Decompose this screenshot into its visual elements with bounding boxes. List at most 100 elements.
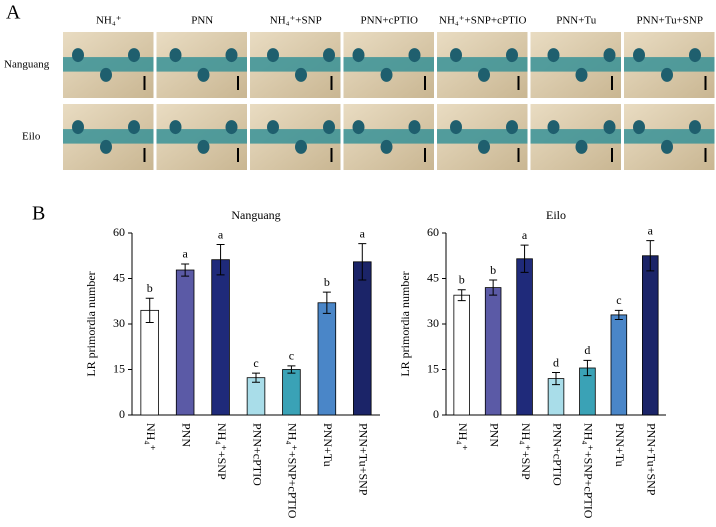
primordium <box>352 120 365 135</box>
primordium <box>100 139 112 154</box>
bar <box>484 287 502 416</box>
error-bar <box>457 289 466 302</box>
y-tick-label: 15 <box>427 361 439 375</box>
x-tick-label: PNN+Tu <box>613 423 627 467</box>
y-tick-label: 45 <box>113 270 125 284</box>
column-label: PNN+Tu+SNP <box>637 15 703 27</box>
primordium <box>72 120 84 135</box>
x-tick-label: PNN+cPTIO <box>550 423 564 486</box>
primordium <box>633 48 645 63</box>
primordium <box>408 48 421 63</box>
bar <box>175 269 195 416</box>
primordium <box>661 67 673 82</box>
primordium <box>169 48 182 63</box>
primordium <box>267 48 279 63</box>
bar <box>642 255 659 416</box>
panel-label: B <box>32 203 45 225</box>
primordium <box>575 67 588 82</box>
error-bar <box>252 372 260 383</box>
primordium <box>323 120 335 135</box>
chart-title: Eilo <box>546 208 566 222</box>
y-axis-label: LR primordia number <box>398 271 412 376</box>
primordium <box>72 48 84 63</box>
x-tick-label: NH₄⁺+SNP+cPTIO <box>582 423 596 519</box>
column-label: PNN+Tu <box>556 15 597 27</box>
error-bar <box>358 243 367 281</box>
primordium <box>603 48 616 63</box>
significance-label: a <box>218 227 224 241</box>
primordium <box>575 139 588 154</box>
primordium <box>197 139 210 154</box>
bar <box>140 309 159 416</box>
primordium <box>169 120 182 135</box>
significance-label: c <box>253 356 258 370</box>
bar <box>353 261 372 416</box>
primordium <box>478 139 490 154</box>
y-tick-label: 30 <box>113 316 125 330</box>
error-bar <box>322 291 331 314</box>
error-bar <box>646 240 655 272</box>
primordium <box>225 48 238 63</box>
bar <box>282 369 301 416</box>
significance-label: c <box>289 349 294 363</box>
bar <box>317 302 337 416</box>
primordium <box>547 48 560 63</box>
column-label: NH₄⁺+SNP+cPTIO <box>439 15 526 27</box>
x-tick-label: PNN+Tu+SNP <box>357 423 371 496</box>
primordium <box>225 120 238 135</box>
row-label: Nanguang <box>4 59 50 71</box>
primordium <box>128 120 140 135</box>
significance-label: b <box>490 263 496 277</box>
primordium <box>547 120 560 135</box>
primordium <box>408 120 421 135</box>
error-bar <box>181 263 190 277</box>
primordium <box>295 67 307 82</box>
significance-label: b <box>324 275 330 289</box>
primordium <box>450 120 462 135</box>
significance-label: d <box>584 343 590 357</box>
error-bar <box>552 372 560 386</box>
error-bar <box>520 244 529 273</box>
error-bar <box>614 309 623 320</box>
x-tick-label: PNN+Tu <box>321 423 335 467</box>
y-tick-label: 60 <box>427 225 439 239</box>
bar <box>516 258 533 416</box>
y-tick-label: 15 <box>113 361 125 375</box>
error-bar <box>583 359 592 377</box>
error-bar <box>287 365 296 374</box>
column-label: NH₄⁺+SNP <box>270 15 322 27</box>
primordium <box>100 67 112 82</box>
error-bar <box>145 297 154 323</box>
y-tick-label: 60 <box>113 225 125 239</box>
chart-title: Nanguang <box>231 208 280 222</box>
x-tick-label: PNN+cPTIO <box>250 423 264 486</box>
significance-label: a <box>522 228 528 242</box>
column-label: PNN <box>191 15 213 27</box>
column-label: PNN+cPTIO <box>360 15 418 27</box>
primordium <box>689 120 701 135</box>
bar <box>610 314 628 416</box>
primordium <box>689 48 701 63</box>
primordium <box>506 120 518 135</box>
primordium <box>450 48 462 63</box>
significance-label: a <box>360 226 366 240</box>
primordium <box>661 139 673 154</box>
significance-label: c <box>616 293 621 307</box>
primordium <box>380 139 393 154</box>
root-stele <box>437 129 528 144</box>
primordium <box>478 67 490 82</box>
error-bar <box>216 244 225 276</box>
primordium <box>295 139 307 154</box>
primordium <box>352 48 365 63</box>
column-label: NH₄⁺ <box>96 15 122 27</box>
x-tick-label: PNN <box>179 423 193 447</box>
x-tick-label: NH₄⁺+SNP+cPTIO <box>286 423 300 519</box>
root-stele <box>156 57 247 72</box>
y-tick-label: 0 <box>119 407 125 421</box>
primordium <box>128 48 140 63</box>
primordium <box>506 48 518 63</box>
primordium <box>633 120 645 135</box>
primordium <box>380 67 393 82</box>
